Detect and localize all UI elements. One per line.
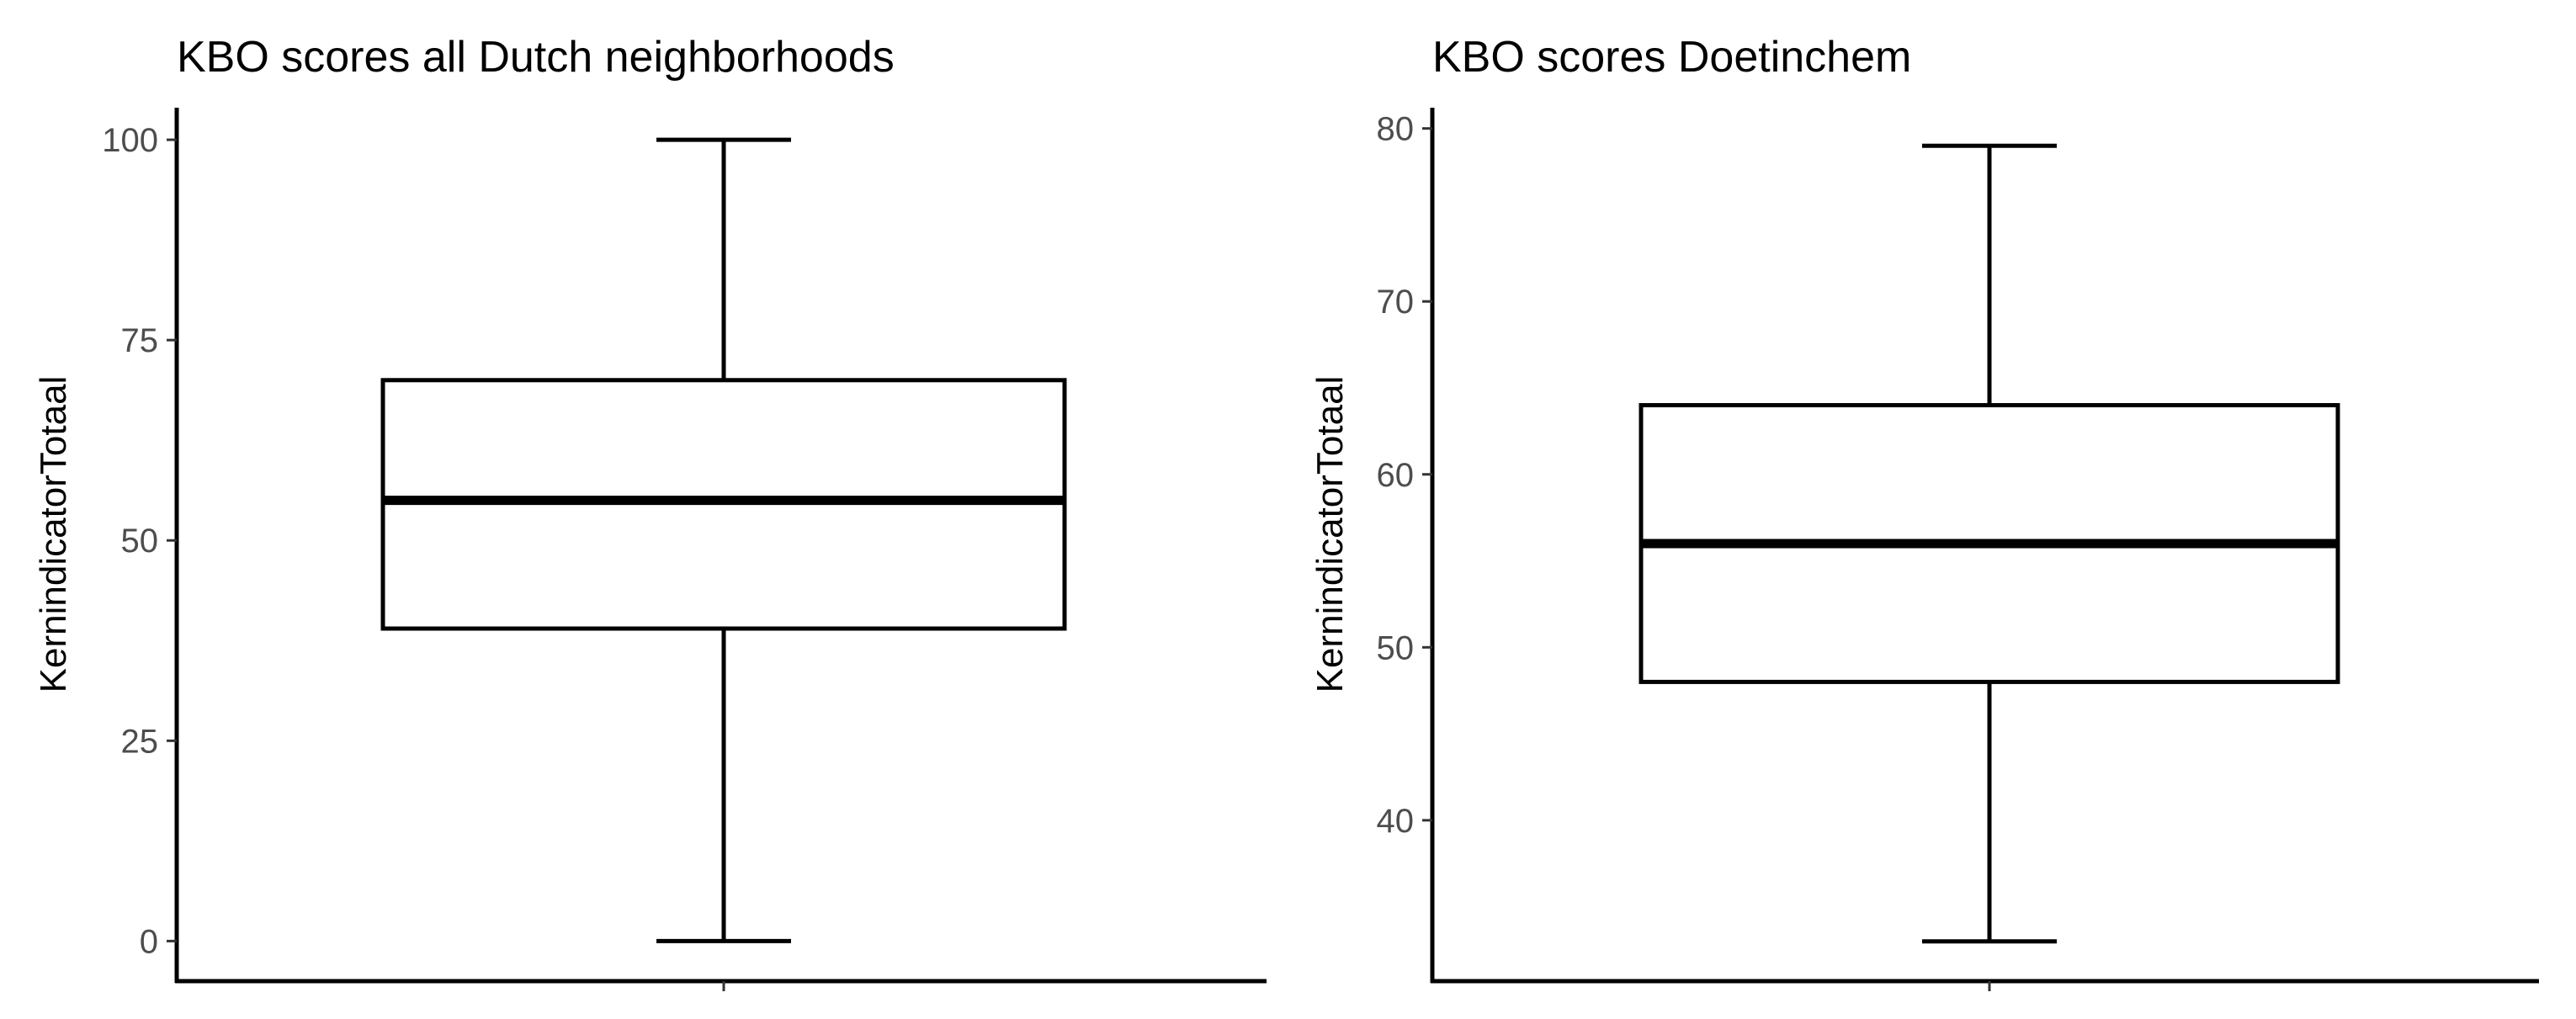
y-axis-ticks: 0 25 50 75 100 [102,122,725,991]
boxplot-marks [380,137,1067,943]
y-tick-label: 100 [102,122,158,159]
y-tick-label: 75 [121,322,159,359]
y-tick-label: 80 [1377,111,1415,148]
y-axis-ticks: 40 50 60 70 80 [1377,111,1991,991]
chart-title: KBO scores all Dutch neighborhoods [177,33,895,82]
chart-panel-doetinchem: KBO scores Doetinchem KernindicatorTotaa… [1309,33,2539,991]
boxplot-marks [1639,143,2340,944]
chart-panel-all-dutch-neighborhoods: KBO scores all Dutch neighborhoods Kerni… [33,33,1267,991]
chart-title: KBO scores Doetinchem [1432,33,1911,82]
y-axis-label: KernindicatorTotaal [33,376,74,693]
y-tick-label: 25 [121,723,159,760]
y-axis-label: KernindicatorTotaal [1309,376,1351,693]
y-tick-label: 70 [1377,284,1415,321]
y-tick-label: 50 [1377,629,1415,666]
y-tick-label: 40 [1377,803,1415,840]
y-tick-label: 60 [1377,457,1415,494]
y-tick-label: 0 [140,923,158,960]
y-tick-label: 50 [121,523,159,560]
